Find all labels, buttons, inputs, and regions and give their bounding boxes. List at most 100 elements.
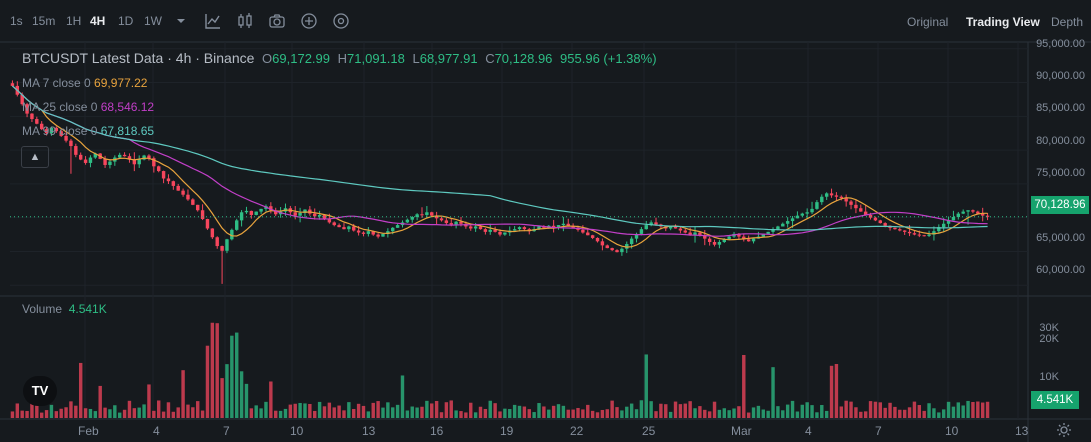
candle-body bbox=[727, 236, 731, 240]
indicator-icon[interactable] bbox=[204, 12, 222, 30]
candle-body bbox=[980, 213, 985, 216]
volume-bar bbox=[883, 407, 887, 418]
candle-body bbox=[103, 158, 107, 165]
candle-body bbox=[415, 214, 419, 217]
chevron-down-icon[interactable] bbox=[172, 12, 190, 30]
volume-bar bbox=[288, 404, 293, 418]
candle-body bbox=[405, 219, 410, 223]
volume-bar bbox=[147, 384, 151, 418]
volume-bar bbox=[191, 407, 195, 418]
volume-bar bbox=[805, 402, 809, 418]
change-value: 955.96 (+1.38%) bbox=[560, 51, 657, 66]
candle-body bbox=[449, 223, 453, 225]
volume-bar bbox=[415, 407, 419, 418]
candle-body bbox=[566, 223, 570, 226]
volume-bar bbox=[868, 401, 873, 418]
candle-body bbox=[722, 239, 726, 242]
candle-body bbox=[376, 234, 380, 237]
candle-body bbox=[941, 223, 946, 228]
x-tick: 25 bbox=[642, 424, 656, 438]
volume-bar bbox=[503, 408, 507, 418]
gear-icon[interactable] bbox=[1056, 422, 1072, 438]
close-value: 70,128.96 bbox=[494, 51, 553, 66]
volume-bar bbox=[83, 408, 88, 418]
candle-body bbox=[737, 233, 741, 237]
volume-bar bbox=[371, 402, 375, 418]
volume-tick: 30K bbox=[1039, 322, 1059, 334]
volume-bar bbox=[54, 411, 59, 418]
volume-bar bbox=[956, 402, 961, 418]
camera-icon[interactable] bbox=[268, 12, 286, 30]
volume-bar bbox=[698, 406, 702, 418]
volume-bar bbox=[771, 367, 775, 418]
volume-bar bbox=[634, 409, 639, 418]
volume-bar bbox=[317, 401, 322, 418]
ma7-label: MA 7 close 0 bbox=[22, 76, 91, 90]
candle-body bbox=[64, 135, 68, 141]
candle-body bbox=[108, 161, 112, 165]
interval-1d[interactable]: 1D bbox=[118, 14, 134, 28]
volume-bar bbox=[10, 411, 15, 418]
view-original[interactable]: Original bbox=[907, 15, 949, 29]
settings-circle-icon[interactable] bbox=[332, 12, 350, 30]
candle-body bbox=[542, 226, 546, 228]
interval-1w[interactable]: 1W bbox=[144, 14, 162, 28]
candle-body bbox=[707, 238, 712, 242]
volume-bar bbox=[361, 405, 366, 418]
volume-bar bbox=[927, 403, 931, 418]
volume-bar bbox=[625, 406, 629, 418]
volume-bar bbox=[742, 354, 746, 418]
candle-body bbox=[551, 225, 556, 228]
volume-bar bbox=[800, 404, 804, 418]
volume-bar bbox=[976, 401, 980, 418]
interval-1h[interactable]: 1H bbox=[66, 14, 82, 28]
candle-body bbox=[181, 190, 185, 195]
volume-bar bbox=[727, 410, 731, 418]
volume-bar bbox=[449, 400, 453, 418]
candle-body bbox=[586, 232, 590, 236]
candle-body bbox=[683, 230, 687, 233]
volume-bar bbox=[664, 404, 668, 418]
add-icon[interactable] bbox=[300, 12, 318, 30]
collapse-legend-button[interactable]: ▲ bbox=[21, 146, 49, 168]
candle-body bbox=[166, 178, 171, 182]
candle-body bbox=[615, 250, 619, 253]
interval-4h[interactable]: 4H bbox=[90, 14, 106, 28]
candle-body bbox=[620, 248, 624, 253]
volume-bar bbox=[127, 400, 132, 418]
volume-bar bbox=[459, 411, 463, 418]
candle-body bbox=[712, 242, 717, 245]
candle-body bbox=[444, 220, 449, 224]
candle-body bbox=[863, 211, 868, 215]
volume-bar bbox=[586, 404, 590, 418]
candle-body bbox=[512, 229, 517, 231]
candle-body bbox=[824, 193, 829, 197]
view-depth[interactable]: Depth bbox=[1051, 15, 1084, 29]
candle-body bbox=[761, 233, 765, 237]
interval-15m[interactable]: 15m bbox=[32, 14, 56, 28]
ma25-line bbox=[11, 85, 988, 237]
candle-body bbox=[44, 129, 49, 134]
volume-bar bbox=[420, 406, 424, 418]
view-trading-view[interactable]: Trading View bbox=[966, 15, 1040, 29]
volume-bar bbox=[196, 401, 200, 418]
candle-body bbox=[751, 238, 756, 242]
volume-bar bbox=[854, 407, 858, 418]
volume-bar bbox=[888, 402, 892, 418]
volume-legend: Volume 4.541K bbox=[22, 302, 107, 316]
volume-bar bbox=[181, 370, 185, 418]
volume-bar bbox=[966, 400, 970, 418]
volume-bar bbox=[863, 411, 868, 418]
volume-bar bbox=[39, 412, 44, 418]
volume-bar bbox=[512, 404, 517, 418]
volume-bar bbox=[902, 409, 907, 418]
candle-body bbox=[454, 221, 458, 225]
candle-body bbox=[49, 127, 54, 134]
volume-bar bbox=[405, 410, 410, 418]
candle-body bbox=[430, 212, 434, 216]
chart-type-icon[interactable] bbox=[236, 12, 254, 30]
interval-1s[interactable]: 1s bbox=[10, 14, 23, 28]
volume-bar bbox=[732, 408, 736, 418]
candle-body bbox=[215, 237, 219, 247]
candle-body bbox=[795, 215, 800, 219]
